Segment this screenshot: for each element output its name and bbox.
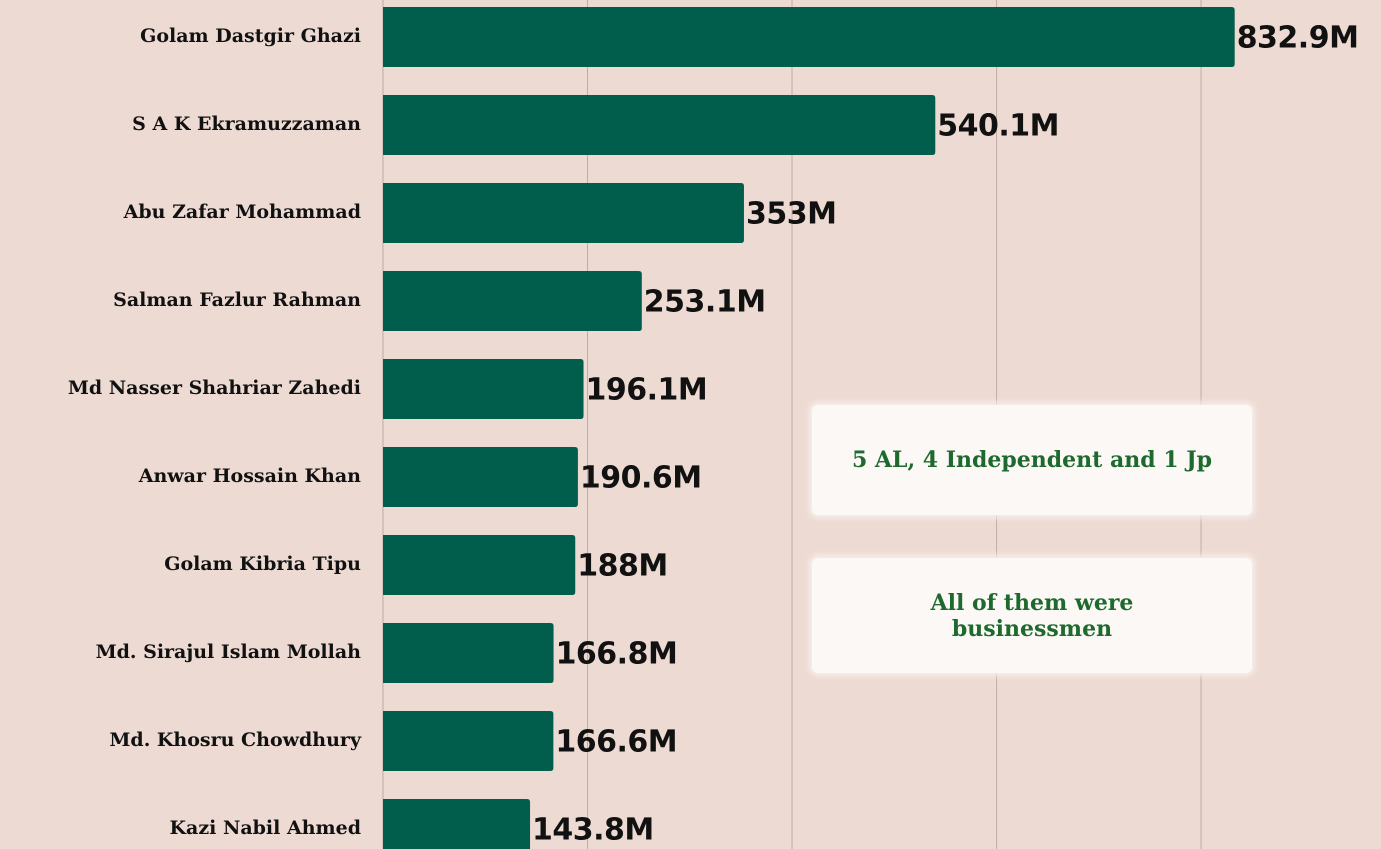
y-tick-label: Golam Dastgir Ghazi <box>140 25 361 47</box>
bar <box>383 711 554 771</box>
bar <box>383 359 584 419</box>
data-label: 190.6M <box>580 461 702 496</box>
bar <box>383 447 578 507</box>
bar <box>383 799 531 849</box>
data-label: 253.1M <box>644 285 766 320</box>
data-label: 540.1M <box>937 109 1059 144</box>
bar <box>383 623 554 683</box>
bar <box>383 535 576 595</box>
y-tick-label: Anwar Hossain Khan <box>138 465 361 487</box>
data-label: 196.1M <box>586 373 708 408</box>
y-tick-label: Salman Fazlur Rahman <box>113 289 361 311</box>
y-tick-label: S A K Ekramuzzaman <box>132 113 361 135</box>
bar <box>383 271 642 331</box>
data-label: 832.9M <box>1237 21 1359 56</box>
y-tick-label: Abu Zafar Mohammad <box>123 201 361 223</box>
data-label: 166.8M <box>556 637 678 672</box>
y-tick-label: Md. Khosru Chowdhury <box>109 729 362 751</box>
y-tick-label: Kazi Nabil Ahmed <box>170 817 362 839</box>
data-label: 166.6M <box>555 725 677 760</box>
bar <box>383 183 744 243</box>
y-tick-label: Md Nasser Shahriar Zahedi <box>68 377 361 399</box>
data-label: 143.8M <box>532 813 654 848</box>
y-tick-label: Md. Sirajul Islam Mollah <box>96 641 362 663</box>
annotation: All of them were businessmen <box>812 558 1252 673</box>
bar <box>383 95 936 155</box>
y-tick-label: Golam Kibria Tipu <box>164 553 361 575</box>
data-label: 353M <box>746 197 836 232</box>
bar <box>383 7 1235 67</box>
data-label: 188M <box>577 549 667 584</box>
annotation: 5 AL, 4 Independent and 1 Jp <box>812 405 1252 515</box>
